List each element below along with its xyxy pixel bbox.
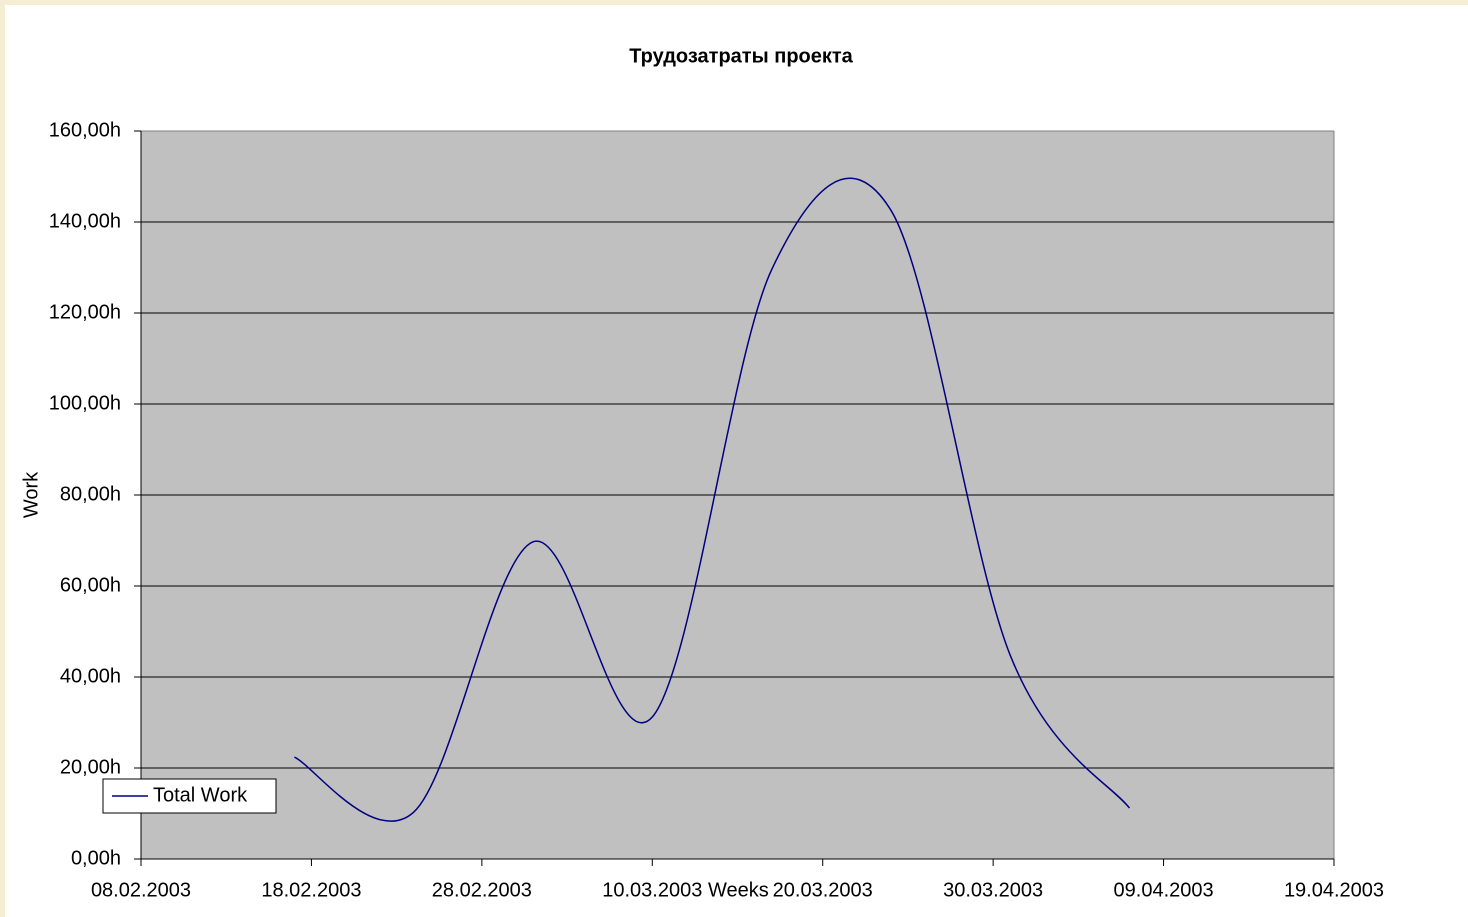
legend-label: Total Work: [153, 784, 248, 806]
y-tick-label: 80,00h: [60, 483, 121, 505]
x-tick-label: 19.04.2003: [1284, 879, 1384, 901]
y-axis-title: Work: [20, 471, 42, 518]
y-tick-label: 120,00h: [49, 301, 121, 323]
x-tick-label: 08.02.2003: [91, 879, 191, 901]
x-tick-label: 20.03.2003: [773, 879, 873, 901]
x-tick-label: 28.02.2003: [432, 879, 532, 901]
line-series: [294, 177, 1131, 822]
y-tick-label: 40,00h: [60, 665, 121, 687]
x-axis-title: Weeks: [708, 879, 769, 901]
y-tick-label: 140,00h: [49, 210, 121, 232]
y-tick-label: 160,00h: [49, 119, 121, 141]
x-tick-label: 18.02.2003: [261, 879, 361, 901]
x-tick-label: 30.03.2003: [943, 879, 1043, 901]
chart-title: Трудозатраты проекта: [629, 45, 853, 67]
y-tick-label: 100,00h: [49, 392, 121, 414]
y-tick-label: 0,00h: [71, 847, 121, 869]
y-tick-label: 60,00h: [60, 574, 121, 596]
y-tick-label: 20,00h: [60, 756, 121, 778]
x-tick-label: 09.04.2003: [1114, 879, 1214, 901]
x-tick-label: 10.03.2003: [602, 879, 702, 901]
